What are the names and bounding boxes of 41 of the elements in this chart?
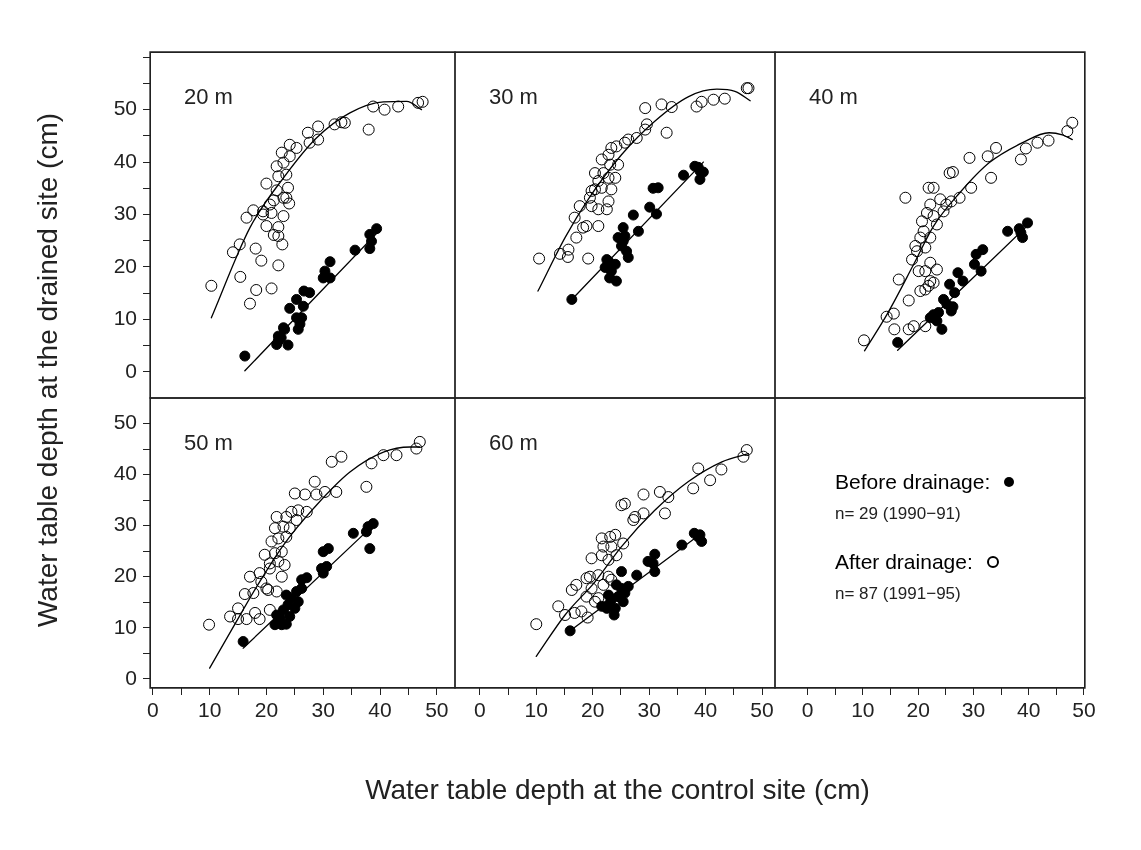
x-tick-label: 40 [368,698,392,722]
x-tick-label: 0 [801,698,814,722]
y-tick-label: 0 [125,665,137,689]
x-tick-label: 10 [851,698,875,722]
y-tick-label: 30 [113,201,137,225]
x-axis-title: Water table depth at the control site (cm) [365,774,870,806]
annotation: n= 87 (1991−95) [835,584,962,604]
x-tick-label: 50 [1072,698,1096,722]
text: 30 m [489,84,538,109]
x-tick-label: 30 [311,698,335,722]
x-tick-label: 0 [147,698,159,722]
text: 20 m [184,84,233,109]
y-tick-label: 0 [125,358,137,382]
x-tick-label: 20 [254,698,279,722]
x-tick-label: 30 [961,698,986,722]
legend-label: After drainage: [835,550,973,574]
text: 60 m [489,430,538,455]
x-tick-label: 20 [906,698,930,722]
y-tick-label: 10 [113,614,137,638]
x-tick-label: 0 [473,698,486,722]
x-tick-label: 20 [581,698,605,722]
y-tick-label: 40 [113,461,137,485]
x-tick-label: 50 [750,698,774,722]
text: 40 m [809,84,858,109]
y-tick-label: 20 [113,563,137,587]
y-tick-label: 20 [113,253,137,277]
y-tick-label: 50 [113,96,137,120]
x-tick-label: 40 [693,698,718,722]
y-tick-label: 50 [113,410,137,434]
y-tick-label: 10 [113,306,137,330]
x-tick-label: 10 [197,698,222,722]
y-tick-label: 30 [113,512,137,536]
annotation: n= 29 (1990−91) [835,504,962,524]
x-tick-label: 40 [1016,698,1041,722]
x-tick-label: 30 [637,698,661,722]
x-tick-label: 10 [524,698,548,722]
legend-label: Before drainage: [835,470,991,494]
y-tick-label: 40 [113,148,137,172]
y-axis-title: Water table depth at the drained site (cm) [32,112,64,628]
x-tick-label: 50 [425,698,449,722]
text: 50 m [184,430,233,455]
